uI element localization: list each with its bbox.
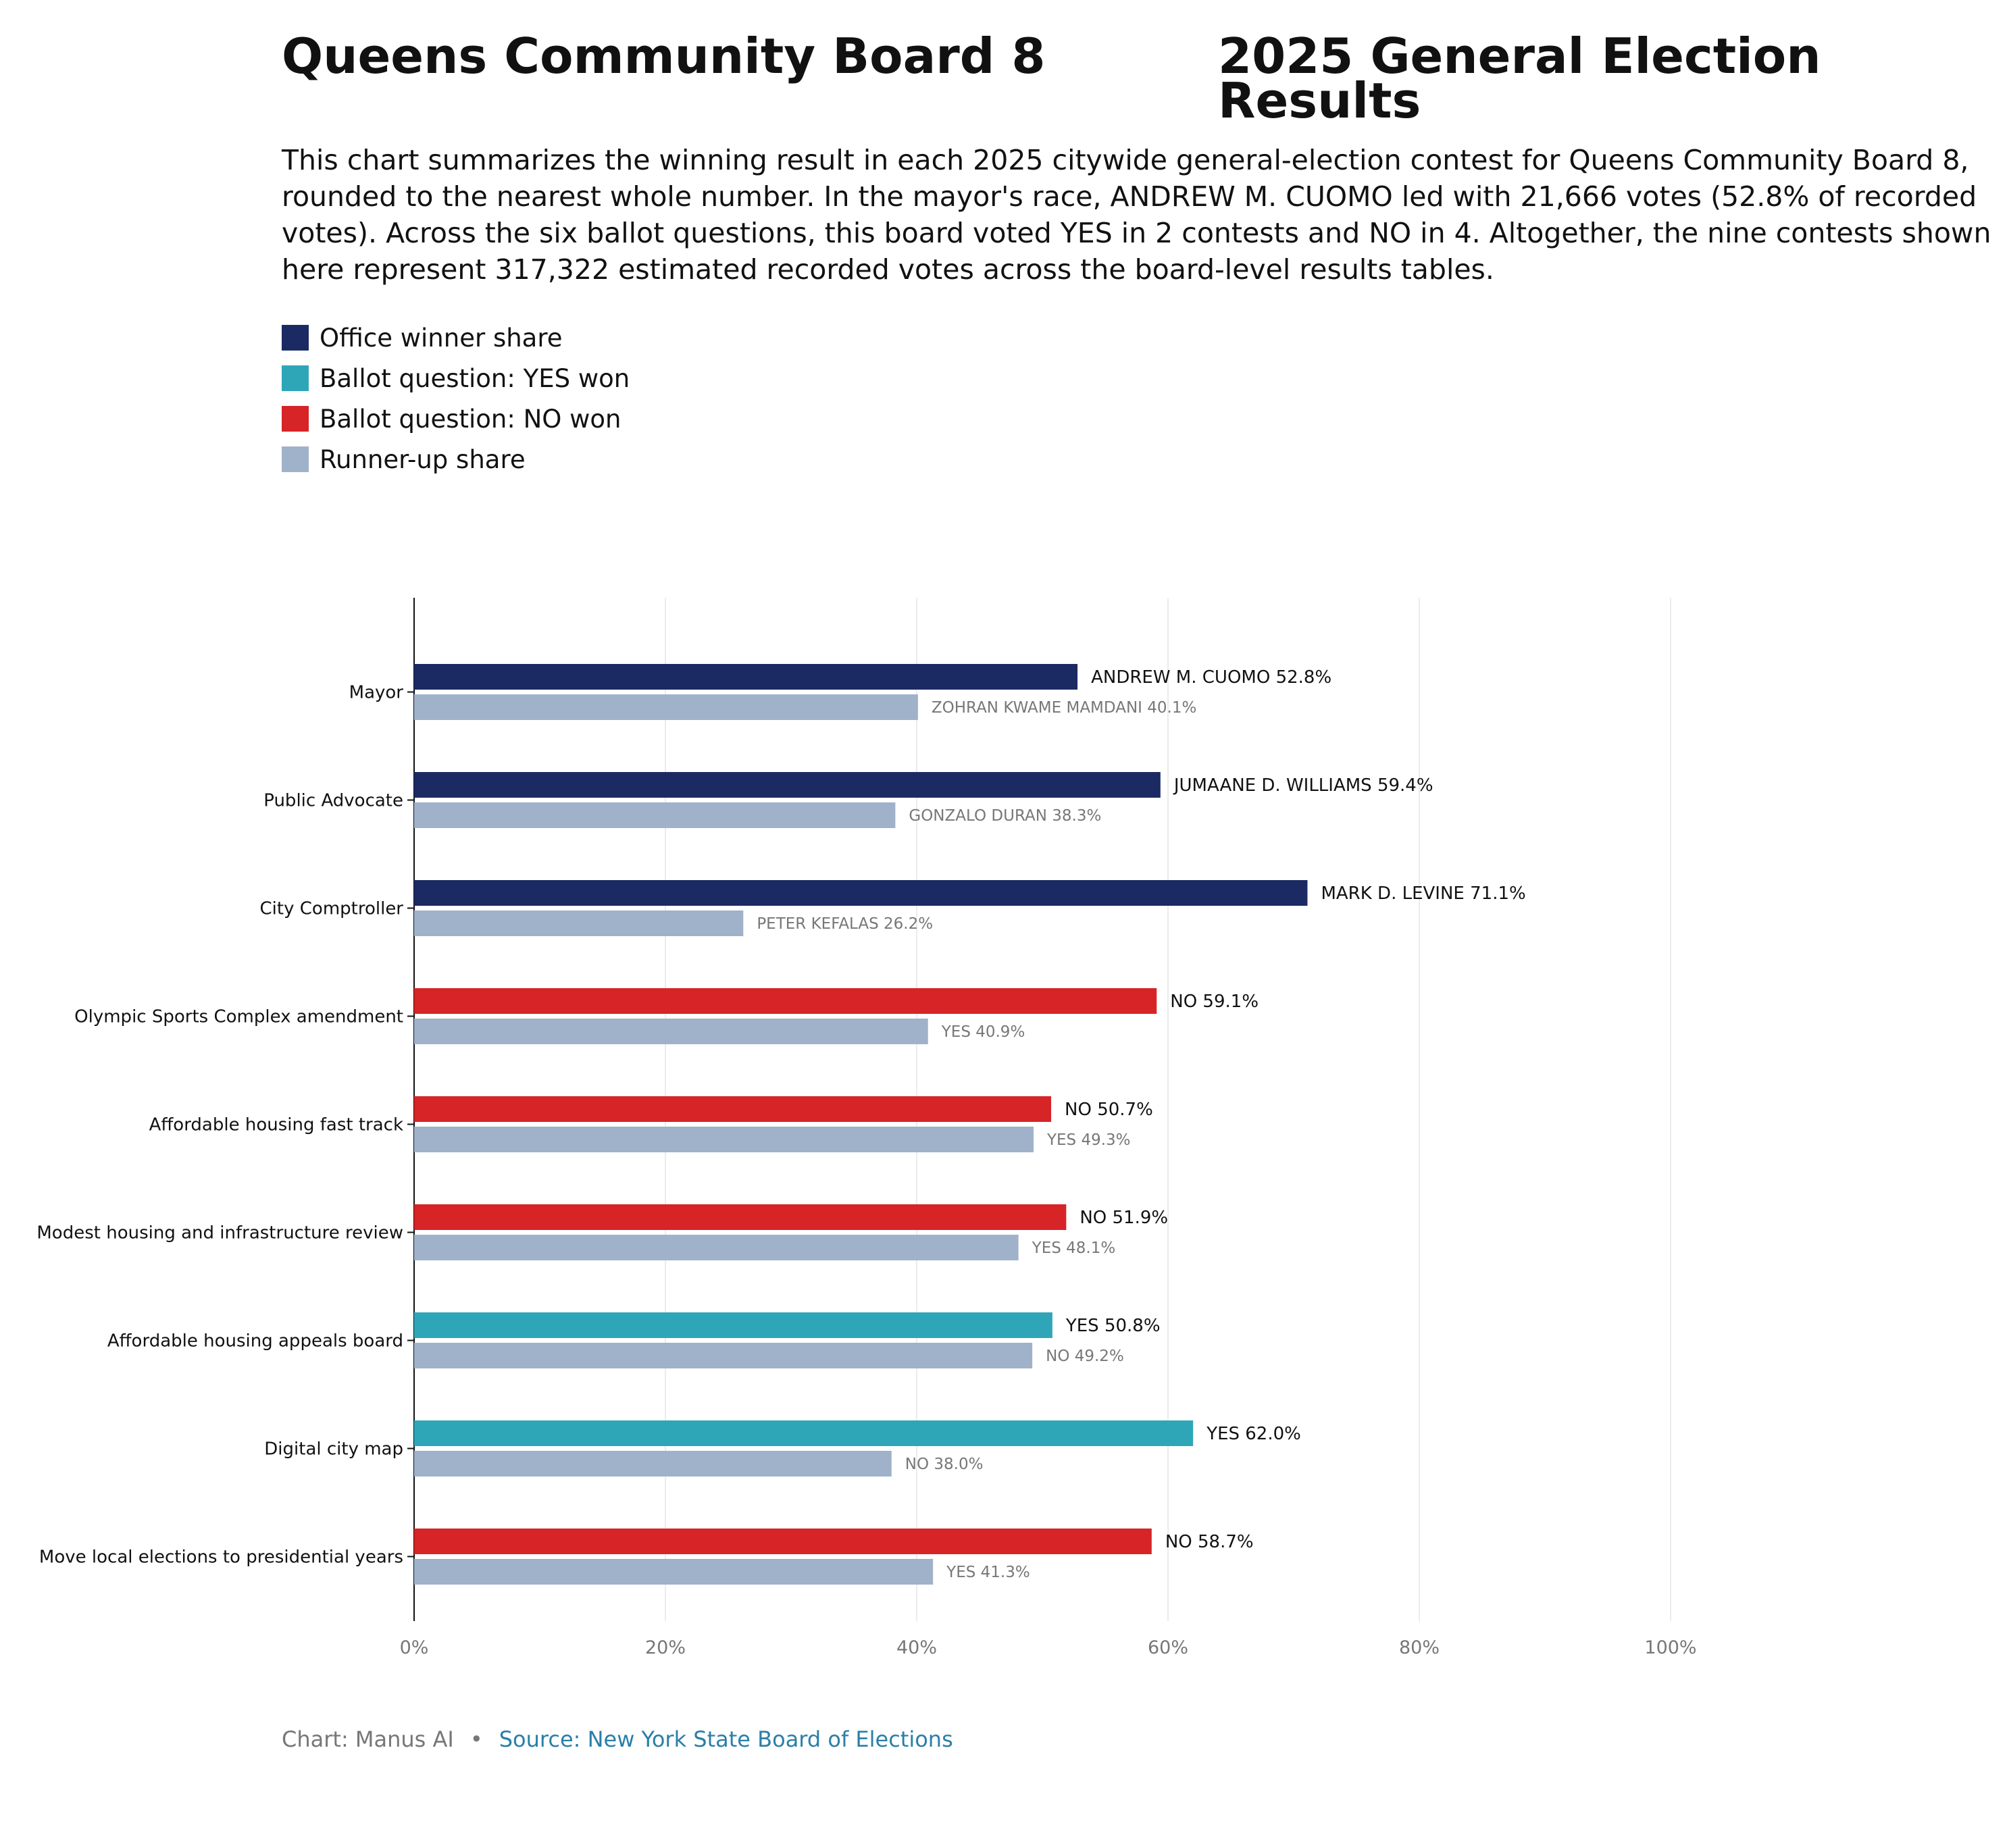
legend-swatch — [282, 446, 309, 472]
legend-label: Office winner share — [320, 323, 563, 353]
chart-legend: Office winner share Ballot question: YES… — [282, 317, 630, 480]
winner-bar — [414, 1420, 1194, 1446]
legend-item-runner-up: Runner-up share — [282, 439, 630, 480]
runner-up-data-label: PETER KEFALAS 26.2% — [757, 915, 933, 933]
runner-up-bar — [414, 1451, 892, 1477]
legend-item-no-won: Ballot question: NO won — [282, 399, 630, 439]
legend-item-yes-won: Ballot question: YES won — [282, 358, 630, 399]
winner-bar — [414, 880, 1308, 906]
source-link[interactable]: Source: New York State Board of Election… — [499, 1726, 953, 1752]
legend-swatch — [282, 406, 309, 432]
winner-data-label: NO 59.1% — [1170, 992, 1259, 1012]
winner-data-label: YES 62.0% — [1206, 1424, 1301, 1444]
runner-up-data-label: GONZALO DURAN 38.3% — [909, 807, 1101, 825]
winner-bar — [414, 772, 1161, 798]
x-tick-label: 20% — [645, 1637, 686, 1658]
category-label: Digital city map — [264, 1439, 403, 1460]
category-label: Affordable housing fast track — [149, 1115, 403, 1135]
runner-up-data-label: YES 41.3% — [946, 1564, 1030, 1581]
x-tick-label: 0% — [400, 1637, 429, 1658]
runner-up-bar — [414, 1343, 1033, 1368]
category-label: Olympic Sports Complex amendment — [74, 1007, 403, 1027]
winner-bar — [414, 988, 1157, 1014]
chart-title-left: Queens Community Board 8 — [282, 28, 1046, 84]
legend-swatch — [282, 325, 309, 351]
runner-up-bar — [414, 910, 744, 936]
category-label: Modest housing and infrastructure review — [36, 1223, 403, 1243]
winner-bar — [414, 1096, 1052, 1122]
legend-item-office-winner: Office winner share — [282, 317, 630, 358]
winner-bar — [414, 1529, 1152, 1554]
winner-data-label: NO 50.7% — [1065, 1100, 1153, 1120]
runner-up-data-label: YES 49.3% — [1046, 1131, 1131, 1149]
runner-up-bar — [414, 1127, 1034, 1152]
runner-up-data-label: NO 38.0% — [905, 1456, 984, 1473]
winner-data-label: NO 58.7% — [1165, 1532, 1254, 1552]
winner-data-label: MARK D. LEVINE 71.1% — [1321, 883, 1525, 904]
runner-up-data-label: NO 49.2% — [1046, 1348, 1124, 1365]
winner-data-label: JUMAANE D. WILLIAMS 59.4% — [1173, 775, 1433, 796]
category-label: Move local elections to presidential yea… — [39, 1547, 403, 1568]
legend-swatch — [282, 365, 309, 391]
x-tick-label: 80% — [1399, 1637, 1440, 1658]
category-label: Public Advocate — [263, 791, 403, 811]
winner-data-label: NO 51.9% — [1079, 1208, 1168, 1228]
runner-up-bar — [414, 1235, 1019, 1260]
chart-footer: Chart: Manus AI • Source: New York State… — [282, 1726, 953, 1752]
winner-data-label: ANDREW M. CUOMO 52.8% — [1091, 667, 1331, 688]
winner-bar — [414, 1204, 1067, 1230]
runner-up-bar — [414, 694, 918, 720]
x-tick-label: 60% — [1148, 1637, 1188, 1658]
category-label: Affordable housing appeals board — [107, 1331, 403, 1352]
runner-up-bar — [414, 802, 896, 828]
runner-up-bar — [414, 1019, 928, 1044]
category-label: Mayor — [349, 683, 404, 703]
x-tick-label: 40% — [896, 1637, 937, 1658]
winner-bar — [414, 1312, 1052, 1338]
runner-up-bar — [414, 1559, 934, 1585]
legend-label: Ballot question: NO won — [320, 404, 621, 434]
category-label: City Comptroller — [260, 899, 404, 919]
winner-data-label: YES 50.8% — [1065, 1316, 1161, 1336]
chart-credit: Chart: Manus AI — [282, 1726, 454, 1752]
runner-up-data-label: ZOHRAN KWAME MAMDANI 40.1% — [932, 699, 1196, 717]
x-tick-label: 100% — [1644, 1637, 1696, 1658]
chart-title-right: 2025 General Election Results — [1218, 28, 1821, 129]
chart-subtitle: This chart summarizes the winning result… — [282, 144, 1991, 286]
winner-bar — [414, 664, 1078, 690]
footer-separator: • — [469, 1726, 483, 1752]
legend-label: Ballot question: YES won — [320, 363, 630, 393]
runner-up-data-label: YES 48.1% — [1032, 1239, 1116, 1257]
legend-label: Runner-up share — [320, 444, 526, 474]
runner-up-data-label: YES 40.9% — [941, 1023, 1025, 1041]
